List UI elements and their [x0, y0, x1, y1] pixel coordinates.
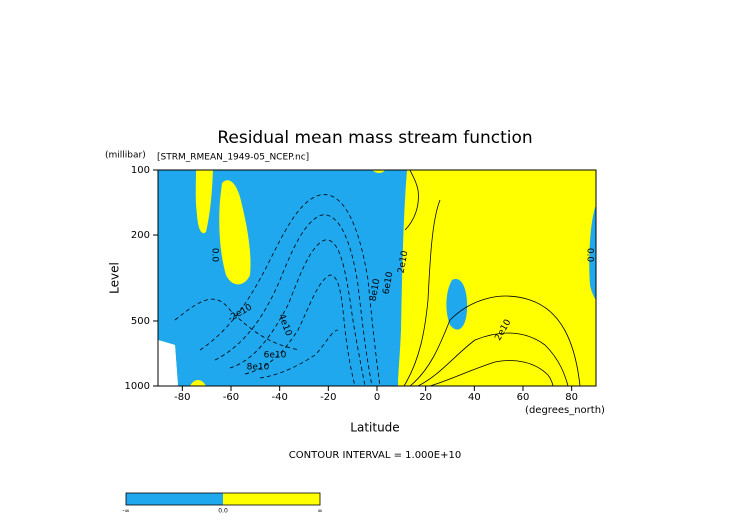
contour-label: 0.0: [210, 248, 220, 263]
x-tick-label: -80: [174, 392, 190, 403]
chart-title: Residual mean mass stream function: [217, 128, 532, 148]
contour-lines: [174, 170, 581, 386]
contour-label: 6e10: [264, 351, 287, 361]
contour-fill: [158, 170, 596, 386]
x-tick-label: 80: [565, 392, 578, 403]
colorbar-label: -∞: [122, 508, 129, 515]
subtitle: [STRM_RMEAN_1949-05_NCEP.nc]: [157, 153, 309, 163]
x-tick-label: 0: [374, 392, 380, 403]
colorbar-swatch: [126, 493, 223, 505]
colorbar-frame: [125, 492, 321, 506]
y-unit: (millibar): [105, 151, 146, 161]
x-axis-label: Latitude: [350, 421, 399, 435]
colorbar-label: 0.0: [218, 508, 228, 515]
footnote: CONTOUR INTERVAL = 1.000E+10: [289, 450, 461, 461]
x-tick-label: -60: [223, 392, 239, 403]
contour-label: 8e10: [369, 278, 383, 302]
colorbar-swatch: [223, 493, 320, 505]
contour-label: 0.0: [585, 248, 595, 263]
x-tick-label: 20: [419, 392, 432, 403]
x-tick-label: 60: [517, 392, 530, 403]
y-tick-label: 500: [131, 316, 150, 327]
contour-label: 8e10: [247, 363, 270, 373]
y-tick-label: 200: [131, 230, 150, 241]
colorbar-label: ∞: [318, 508, 323, 515]
x-unit: (degrees_north): [525, 405, 605, 416]
contour-label: 6e10: [382, 271, 396, 295]
y-axis-label: Level: [108, 262, 122, 294]
x-tick-label: -20: [320, 392, 336, 403]
contour-label: 2e10: [397, 250, 411, 274]
x-tick-label: 40: [468, 392, 481, 403]
y-tick-label: 1000: [125, 381, 150, 392]
y-tick-label: 100: [131, 165, 150, 176]
x-tick-label: -40: [271, 392, 287, 403]
